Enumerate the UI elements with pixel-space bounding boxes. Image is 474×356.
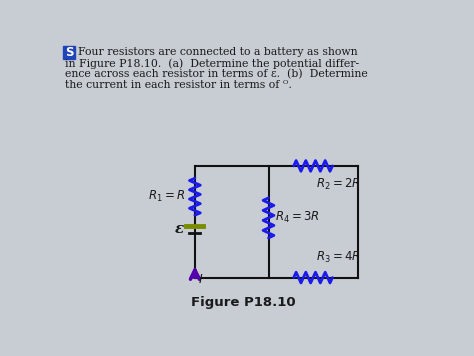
Text: ε: ε — [175, 222, 184, 236]
FancyBboxPatch shape — [63, 46, 75, 58]
Text: I: I — [199, 273, 202, 286]
Text: $R_3 = 4R$: $R_3 = 4R$ — [316, 250, 361, 265]
Text: Figure P18.10: Figure P18.10 — [191, 296, 295, 309]
Text: the current in each resistor in terms of ᴼ.: the current in each resistor in terms of… — [65, 80, 292, 90]
Text: ence across each resistor in terms of ε.  (b)  Determine: ence across each resistor in terms of ε.… — [65, 69, 368, 79]
Text: $R_2 = 2R$: $R_2 = 2R$ — [316, 177, 361, 192]
Text: $R_4 = 3R$: $R_4 = 3R$ — [275, 210, 319, 225]
Text: in Figure P18.10.  (a)  Determine the potential differ-: in Figure P18.10. (a) Determine the pote… — [65, 58, 360, 69]
Text: $R_1 = R$: $R_1 = R$ — [148, 189, 186, 204]
Text: S: S — [64, 46, 73, 59]
Text: Four resistors are connected to a battery as shown: Four resistors are connected to a batter… — [78, 47, 357, 57]
